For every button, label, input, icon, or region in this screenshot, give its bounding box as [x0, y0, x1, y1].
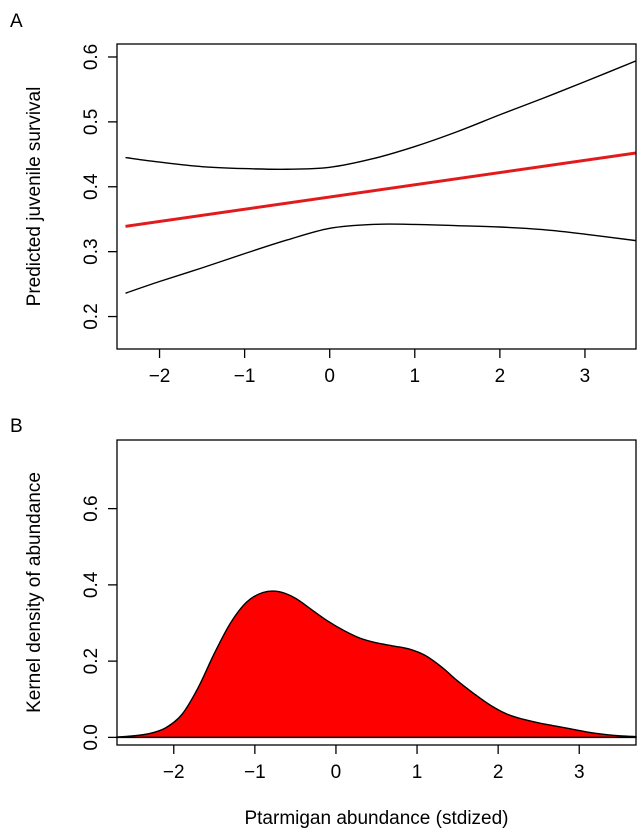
x-tick-label: 3	[574, 762, 585, 783]
y-tick-label: 0.0	[81, 724, 102, 750]
y-tick-label: 0.2	[81, 303, 102, 329]
x-tick-label: 2	[493, 762, 504, 783]
panel-letter: B	[10, 416, 23, 437]
y-axis-title: Predicted juvenile survival	[24, 87, 45, 307]
x-tick-label: −1	[234, 366, 256, 387]
x-tick-label: 0	[331, 762, 342, 783]
y-tick-label: 0.6	[81, 44, 102, 70]
x-tick-label: −1	[244, 762, 266, 783]
y-tick-label: 0.5	[81, 109, 102, 135]
fitted-survival-line	[125, 151, 637, 228]
y-tick-label: 0.2	[81, 648, 102, 674]
x-tick-label: −2	[149, 366, 171, 387]
plot-frame	[116, 43, 637, 350]
x-tick-label: 2	[495, 366, 506, 387]
upper-ci-line	[125, 60, 637, 170]
plot-frame	[116, 439, 637, 746]
density-area	[116, 590, 637, 739]
panel-letter: A	[10, 11, 23, 32]
y-tick-label: 0.4	[81, 173, 102, 200]
x-tick-label: 0	[324, 366, 335, 387]
y-axis-title: Kernel density of abundance	[24, 472, 45, 713]
x-tick-label: 1	[412, 762, 423, 783]
y-tick-label: 0.4	[81, 571, 102, 598]
panel-a: A −2 −1 0 1 2 3 0.2 0.3 0.4 0.5 0.6 Predicted juveni…	[10, 11, 637, 387]
y-tick-label: 0.3	[81, 238, 102, 264]
panel-b: B −2 −1 0 1 2 3 0.0 0.2 0.4 0.6 Kernel density of a…	[10, 416, 637, 829]
x-axis-title: Ptarmigan abundance (stdized)	[244, 808, 508, 829]
x-tick-label: −2	[163, 762, 185, 783]
x-tick-label: 3	[580, 366, 591, 387]
y-tick-label: 0.6	[81, 495, 102, 521]
x-tick-label: 1	[409, 366, 420, 387]
lower-ci-line	[125, 223, 637, 294]
